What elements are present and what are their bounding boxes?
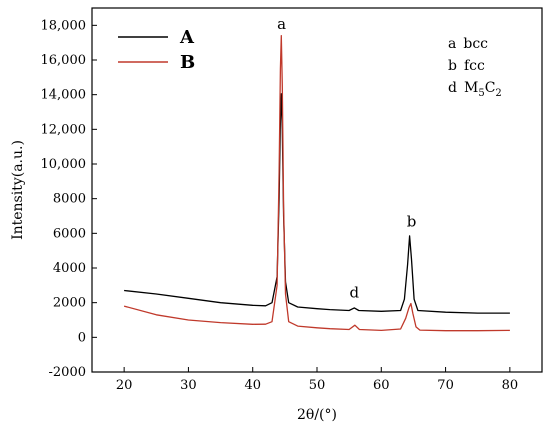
x-tick-label: 80 [502, 378, 519, 393]
y-axis: -2000 0 2000 4000 6000 8000 10,000 12,000 14,000… [41, 18, 97, 380]
x-tick-label: 70 [437, 378, 454, 393]
y-tick-label: 0 [78, 330, 86, 345]
y-tick-label: 14,000 [41, 88, 87, 103]
legend-label-b: B [180, 52, 195, 73]
y-tick-label: 2000 [53, 296, 86, 311]
y-tick-label: 4000 [53, 261, 86, 276]
peak-label-d: d [349, 283, 359, 301]
x-tick-label: 50 [309, 378, 326, 393]
legend: A B [118, 27, 195, 73]
y-tick-label: 8000 [53, 192, 86, 207]
x-tick-label: 40 [244, 378, 261, 393]
y-axis-title: Intensity(a.u.) [10, 140, 26, 240]
phase-key: a bcc b fcc d M5C2 [448, 36, 502, 99]
y-tick-label: 10,000 [41, 157, 87, 172]
series-line-a [124, 93, 510, 314]
legend-label-a: A [179, 27, 195, 48]
series-line-b [123, 35, 510, 332]
phase-key-a: a bcc [448, 36, 488, 52]
x-axis-title: 2θ/(°) [297, 407, 337, 423]
x-axis: 20 30 40 50 60 70 80 [116, 367, 518, 393]
y-tick-label: 18,000 [41, 18, 87, 33]
y-tick-label: 12,000 [41, 122, 87, 137]
peak-label-a: a [277, 15, 286, 33]
x-tick-label: 20 [116, 378, 133, 393]
x-tick-label: 60 [373, 378, 390, 393]
series-group [123, 35, 510, 332]
phase-key-d: d M5C2 [448, 80, 502, 99]
peak-labels: a d b [277, 15, 416, 302]
y-tick-label: 16,000 [41, 53, 87, 68]
y-tick-label: -2000 [49, 365, 86, 380]
y-tick-label: 6000 [53, 226, 86, 241]
x-tick-label: 30 [180, 378, 197, 393]
peak-label-b: b [407, 212, 417, 230]
phase-key-b: b fcc [448, 58, 485, 74]
